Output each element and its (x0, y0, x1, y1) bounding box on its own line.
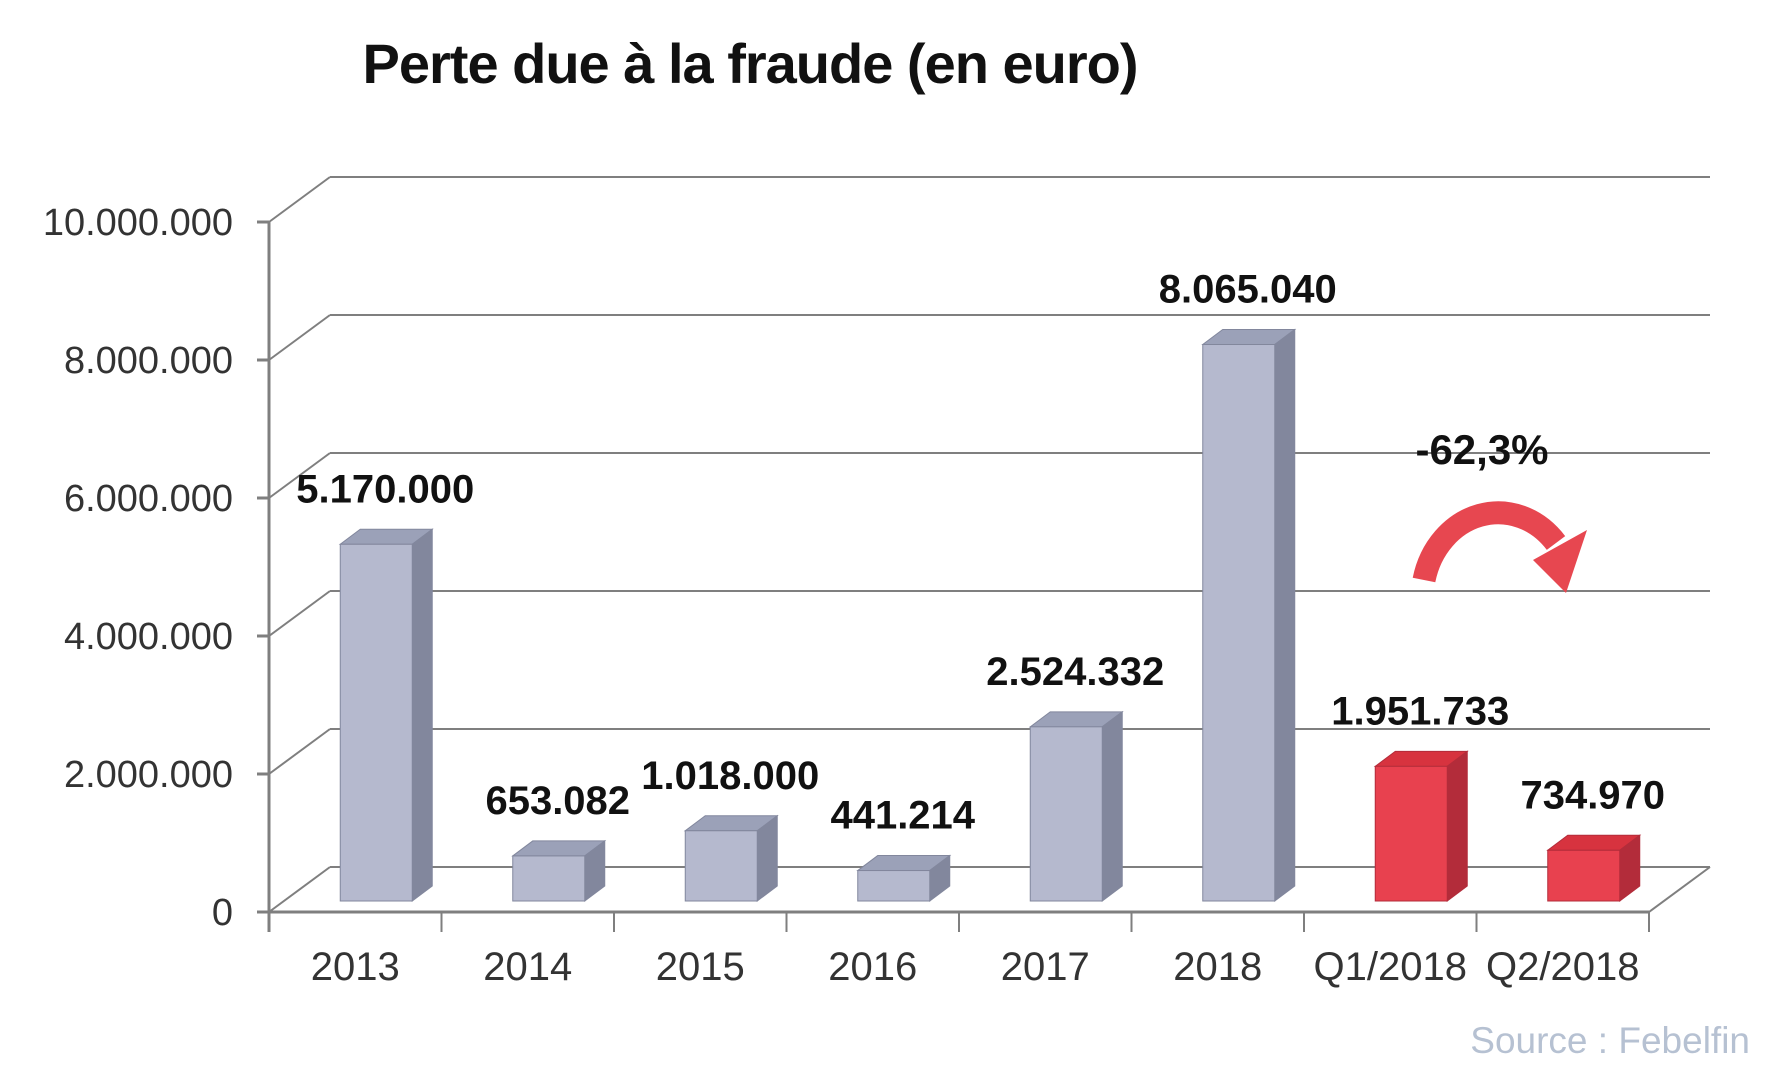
floor-right-edge (1648, 866, 1711, 913)
gridline-depth-connector (268, 866, 331, 913)
bar-value-label: 2.524.332 (986, 650, 1164, 694)
x-tick-label: 2018 (1173, 945, 1262, 989)
gridline-depth-connector (268, 590, 331, 637)
source-credit: Source : Febelfin (1470, 1020, 1750, 1061)
x-tick-label: 2013 (311, 945, 400, 989)
x-tick-label: 2014 (483, 945, 572, 989)
bar-value-label: 1.951.733 (1331, 689, 1509, 733)
bar-front-face (684, 830, 758, 902)
bar-value-label: 8.065.040 (1159, 268, 1337, 312)
bar-front-face (1547, 849, 1621, 902)
bar-front-face (1202, 344, 1276, 902)
gridline-depth-connector (268, 452, 331, 499)
y-tick-label: 2.000.000 (64, 754, 233, 796)
gridline-depth-connector (268, 728, 331, 775)
decline-arrow-head-icon (1533, 530, 1587, 593)
bar-value-label: 5.170.000 (296, 467, 474, 511)
bar-side-face (1274, 328, 1296, 902)
bar-side-face (1446, 750, 1468, 902)
x-tick-label: 2015 (656, 945, 745, 989)
x-tick-label: Q2/2018 (1486, 945, 1639, 989)
bar-side-face (756, 814, 778, 902)
bar-value-label: 1.018.000 (641, 754, 819, 798)
bar-value-label: 441.214 (830, 794, 975, 838)
bar-front-face (1029, 726, 1103, 902)
x-tick-label: 2017 (1001, 945, 1090, 989)
bar-side-face (411, 528, 433, 902)
bar-front-face (512, 855, 586, 902)
bar-value-label: 653.082 (485, 779, 630, 823)
bar-side-face (1101, 710, 1123, 902)
decline-arrow-icon (1412, 501, 1566, 583)
gridline-depth-connector (268, 314, 331, 361)
decline-annotation: -62,3% (1415, 426, 1548, 473)
x-tick-label: Q1/2018 (1314, 945, 1467, 989)
bar-front-face (339, 543, 413, 902)
y-tick-label: 4.000.000 (64, 616, 233, 658)
gridline-depth-connector (268, 176, 331, 223)
bar-front-face (857, 870, 931, 902)
y-tick-label: 6.000.000 (64, 478, 233, 520)
y-tick-label: 10.000.000 (43, 202, 233, 244)
bar-value-label: 734.970 (1520, 773, 1665, 817)
bar-front-face (1374, 765, 1448, 902)
y-tick-label: 8.000.000 (64, 340, 233, 382)
chart-title: Perte due à la fraude (en euro) (362, 32, 1139, 95)
x-tick-label: 2016 (828, 945, 917, 989)
y-tick-label: 0 (212, 892, 233, 934)
